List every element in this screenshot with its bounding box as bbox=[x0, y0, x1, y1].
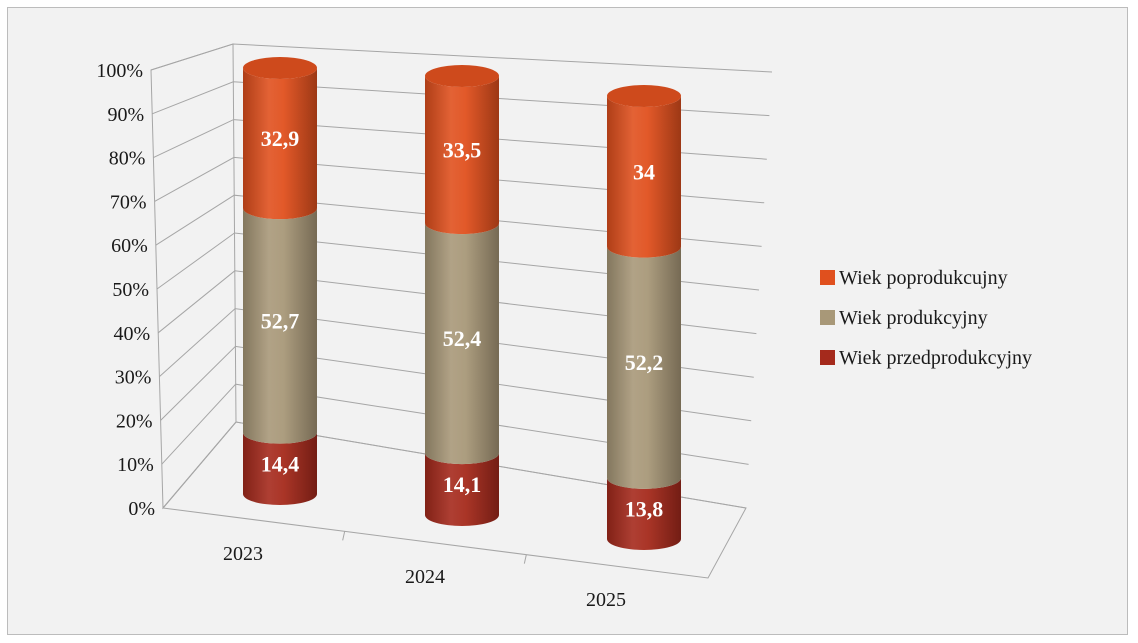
x-axis-ticks: 2023 2024 2025 bbox=[223, 531, 626, 611]
data-label: 14,1 bbox=[443, 472, 482, 497]
legend-swatch bbox=[820, 310, 835, 325]
chart-area: 0% 10% 20% 30% 40% 50% 60% 70% 80% 90% 100% 2023 20… bbox=[7, 7, 1128, 635]
bars bbox=[243, 57, 681, 550]
gridline bbox=[152, 81, 770, 117]
x-tick-label: 2023 bbox=[223, 543, 263, 565]
x-tick-label: 2024 bbox=[405, 566, 445, 588]
gridline bbox=[150, 43, 773, 73]
y-tick-label: 50% bbox=[112, 279, 149, 301]
bar-segment bbox=[243, 432, 317, 505]
bar-segment bbox=[607, 477, 681, 550]
y-tick-label: 90% bbox=[108, 104, 145, 126]
legend-label: Wiek przedprodukcyjny bbox=[839, 347, 1032, 369]
legend-label: Wiek produkcyjny bbox=[839, 307, 988, 329]
y-tick-label: 60% bbox=[111, 235, 148, 257]
legend-label: Wiek poprodukcujny bbox=[839, 267, 1008, 289]
data-label: 52,2 bbox=[625, 350, 664, 375]
data-label: 32,9 bbox=[261, 126, 300, 151]
y-tick-label: 0% bbox=[128, 498, 155, 520]
y-tick-label: 100% bbox=[96, 60, 143, 82]
y-axis-ticks: 0% 10% 20% 30% 40% 50% 60% 70% 80% 90% 100% bbox=[96, 60, 155, 520]
bar-top-cap bbox=[607, 85, 681, 107]
bar-segment bbox=[243, 68, 317, 220]
data-label: 14,4 bbox=[261, 451, 300, 476]
gridline bbox=[157, 270, 757, 335]
gridline bbox=[162, 421, 747, 509]
data-label: 34 bbox=[633, 159, 655, 184]
bar-top-cap bbox=[243, 57, 317, 79]
bar-top-cap bbox=[425, 65, 499, 87]
gridlines bbox=[150, 43, 773, 509]
y-tick-label: 10% bbox=[117, 454, 154, 476]
gridline bbox=[160, 345, 752, 422]
data-label: 52,4 bbox=[443, 326, 482, 351]
legend-swatch bbox=[820, 270, 835, 285]
gridline bbox=[155, 194, 762, 247]
x-tick-label: 2025 bbox=[586, 589, 626, 611]
bar-segment bbox=[425, 76, 499, 235]
y-tick-label: 40% bbox=[114, 323, 151, 345]
bar-segment bbox=[425, 223, 499, 465]
gridline bbox=[156, 232, 760, 291]
data-labels: 14,4 52,7 32,9 14,1 52,4 33,5 13,8 52,2 34 bbox=[261, 126, 664, 521]
gridline bbox=[159, 308, 754, 378]
y-tick-label: 30% bbox=[115, 367, 152, 389]
gridline bbox=[153, 119, 767, 160]
x-tick-mark bbox=[523, 554, 527, 564]
bar-segment bbox=[243, 208, 317, 444]
gridline bbox=[161, 383, 749, 465]
legend-swatch bbox=[820, 350, 835, 365]
data-label: 33,5 bbox=[443, 138, 482, 163]
bar-segment bbox=[607, 246, 681, 489]
chart-svg: 0%10%20%30%40%50%60%70%80%90%100% 202320… bbox=[96, 43, 1032, 611]
bar-segment bbox=[425, 453, 499, 526]
gridline bbox=[154, 156, 765, 204]
data-label: 13,8 bbox=[625, 496, 664, 521]
bar-segment bbox=[607, 96, 681, 258]
legend: Wiek poprodukcujny Wiek produkcyjny Wiek p… bbox=[820, 267, 1032, 369]
side-wall bbox=[150, 43, 237, 510]
data-label: 52,7 bbox=[261, 308, 300, 333]
y-tick-label: 20% bbox=[116, 410, 153, 432]
y-tick-label: 70% bbox=[110, 191, 147, 213]
y-tick-label: 80% bbox=[109, 148, 146, 170]
x-tick-mark bbox=[342, 531, 346, 541]
